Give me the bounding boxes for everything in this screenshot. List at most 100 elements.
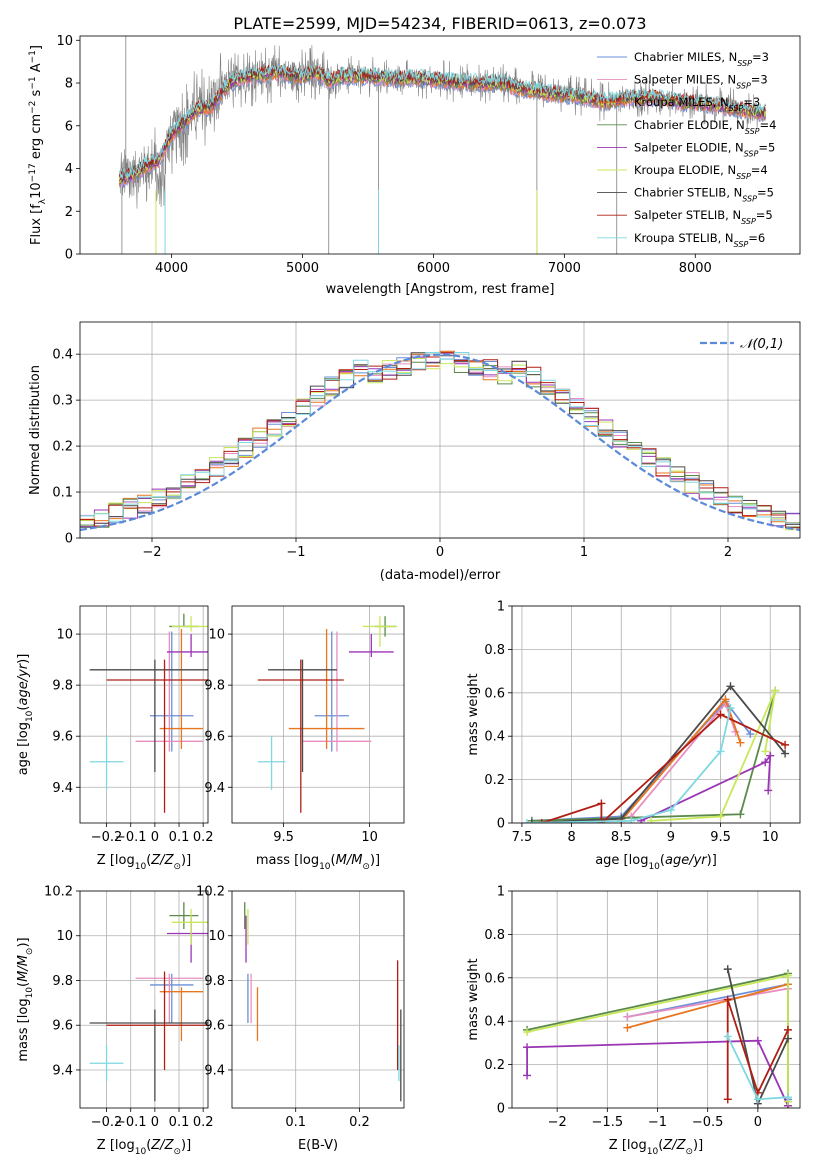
plot-area [89, 902, 208, 1102]
x-tick-label: −1 [648, 1115, 667, 1130]
series-point-marker [781, 749, 790, 758]
y-tick-label: 2 [65, 205, 73, 220]
y-tick-label: 4 [65, 162, 73, 177]
error-bar-salpeter-miles [135, 973, 204, 1023]
error-bar-kroupa-stelib [257, 736, 286, 790]
x-tick-label: 9.5 [273, 830, 294, 845]
series-salpeter-stelib [537, 710, 790, 823]
axes-frame [511, 890, 801, 1109]
series-point-marker [723, 965, 732, 974]
x-tick-label: 0.2 [193, 830, 214, 845]
series-kroupa-elodie [523, 971, 792, 1106]
x-axis-label: Z [log10(Z/Z⊙)] [97, 1138, 191, 1157]
y-tick-label: 1 [497, 885, 505, 900]
error-bar-chabrier-stelib [89, 659, 208, 772]
series-kroupa-stelib [723, 1032, 792, 1104]
subplot-8: −2 −1.5 −1 −0.5 0 0 0.2 0.4 0.6 0.8 1 Z [log10(Z/Z⊙… [466, 885, 801, 1157]
x-tick-label: 0.2 [349, 1115, 370, 1130]
y-tick-label: 0 [65, 532, 73, 547]
x-tick-label: 9 [667, 830, 675, 845]
error-bar-salpeter-elodie [348, 634, 394, 658]
x-tick-label: 4000 [155, 261, 188, 276]
subplot-1: 4000 5000 6000 7000 8000 0 2 4 6 8 10 wavelength [A… [28, 34, 801, 297]
error-bar-kroupa-elodie [362, 616, 398, 647]
x-tick-label: 8.5 [611, 830, 632, 845]
plot-area [89, 613, 208, 813]
y-tick-label: 6 [65, 119, 73, 134]
axes-frame [79, 605, 209, 824]
y-tick-label: 9.6 [52, 730, 73, 745]
x-tick-label: −1.5 [592, 1115, 624, 1130]
error-bar-salpeter-miles [302, 631, 372, 752]
series-point-marker [522, 819, 531, 823]
series-kroupa-stelib [522, 703, 735, 823]
legend-label-kroupa-miles: Kroupa MILES, NSSP=3 [634, 95, 760, 113]
error-bar-kroupa-stelib [89, 1045, 124, 1082]
y-axis-label: mass [log10(M/M⊙)] [16, 937, 35, 1061]
error-bar-kroupa-miles [159, 628, 204, 749]
series-point-marker [716, 812, 725, 821]
series-point-marker [783, 1093, 792, 1102]
series-point-marker [716, 747, 725, 756]
x-tick-label: 8000 [679, 261, 712, 276]
x-tick-label: 9.5 [710, 830, 731, 845]
x-axis-label: (data-model)/error [380, 568, 501, 583]
legend-label-salpeter-stelib: Salpeter STELIB, NSSP=5 [634, 208, 773, 226]
series-point-marker [726, 682, 735, 691]
x-tick-label: −0.5 [692, 1115, 724, 1130]
y-tick-label: 0.2 [52, 440, 73, 455]
y-axis-label: mass weight [466, 958, 481, 1040]
model-line-chabrier-stelib [118, 65, 767, 182]
x-tick-label: 0 [151, 1115, 159, 1130]
x-tick-label: −0.2 [91, 1115, 123, 1130]
y-tick-label: 0 [65, 248, 73, 263]
error-bar-salpeter-stelib [257, 659, 344, 813]
y-tick-label: 0 [497, 1102, 505, 1117]
series-line [541, 713, 786, 823]
series-point-marker [723, 1095, 732, 1104]
y-tick-label: 9.4 [52, 1063, 73, 1078]
axes-frame [79, 35, 801, 255]
series-point-marker [723, 995, 732, 1004]
error-bar-chabrier-elodie [169, 902, 199, 930]
x-tick-label: 7000 [548, 261, 581, 276]
legend-label-normal: 𝒩(0,1) [740, 337, 783, 352]
y-tick-label: 10 [56, 929, 73, 944]
legend-label-kroupa-elodie: Kroupa ELODIE, NSSP=4 [634, 163, 768, 181]
y-tick-label: 9.8 [52, 679, 73, 694]
series-point-marker [623, 1012, 632, 1021]
x-tick-label: 1 [580, 545, 588, 560]
normal-curve-line [80, 353, 800, 531]
series-point-marker [736, 738, 745, 747]
y-tick-label: 10 [208, 929, 225, 944]
x-tick-label: 0.2 [193, 1115, 214, 1130]
error-bar-chabrier-stelib [268, 659, 337, 772]
plot-area [257, 616, 398, 813]
series-point-marker [666, 805, 675, 814]
legend-label-chabrier-elodie: Chabrier ELODIE, NSSP=4 [634, 118, 776, 136]
x-tick-label: 8 [567, 830, 575, 845]
y-tick-label: 10 [56, 34, 73, 49]
plot-area [118, 36, 767, 254]
subplot-4: 9.5 10 9.4 9.6 9.8 10 mass [log10(M/M⊙)] [204, 605, 405, 872]
y-tick-label: 9.4 [52, 781, 73, 796]
axes-frame [79, 890, 209, 1109]
y-axis-label: age [log10(age/yr)] [16, 654, 35, 776]
error-bar-kroupa-elodie [171, 908, 208, 945]
series-point-marker [523, 1071, 532, 1080]
legend-label-salpeter-elodie: Salpeter ELODIE, NSSP=5 [634, 140, 775, 158]
subplot-7: 0.1 0.2 9.4 9.6 9.8 10 10.2 E(B-V) [196, 885, 405, 1153]
legend: 𝒩(0,1) [700, 337, 783, 352]
error-bar-kroupa-miles [159, 987, 204, 1041]
series-point-marker [523, 1028, 532, 1037]
y-tick-label: 1 [497, 600, 505, 615]
x-tick-label: 0 [151, 830, 159, 845]
y-tick-label: 0 [497, 817, 505, 832]
error-bar-chabrier-miles [314, 631, 349, 752]
x-tick-label: 0 [436, 545, 444, 560]
y-axis-label: Normed distribution [28, 365, 43, 495]
series-point-marker [753, 1036, 762, 1045]
series-point-marker [623, 1023, 632, 1032]
series-point-marker [597, 819, 606, 823]
